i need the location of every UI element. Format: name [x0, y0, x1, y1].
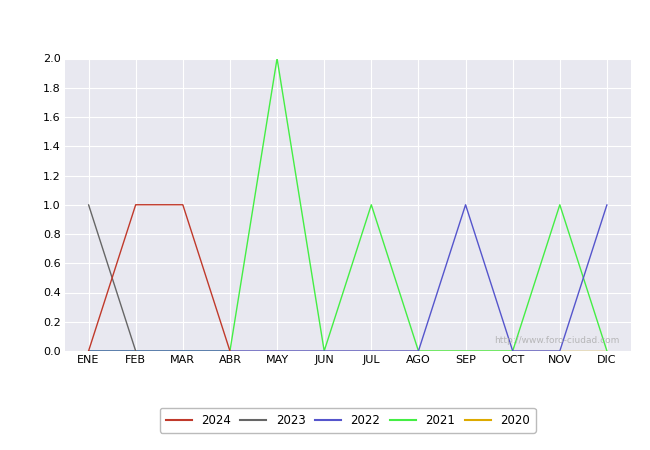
Text: http://www.foro-ciudad.com: http://www.foro-ciudad.com: [494, 336, 619, 345]
Legend: 2024, 2023, 2022, 2021, 2020: 2024, 2023, 2022, 2021, 2020: [160, 408, 536, 433]
Text: Matriculaciones de Vehiculos en Ráfales: Matriculaciones de Vehiculos en Ráfales: [159, 14, 491, 32]
